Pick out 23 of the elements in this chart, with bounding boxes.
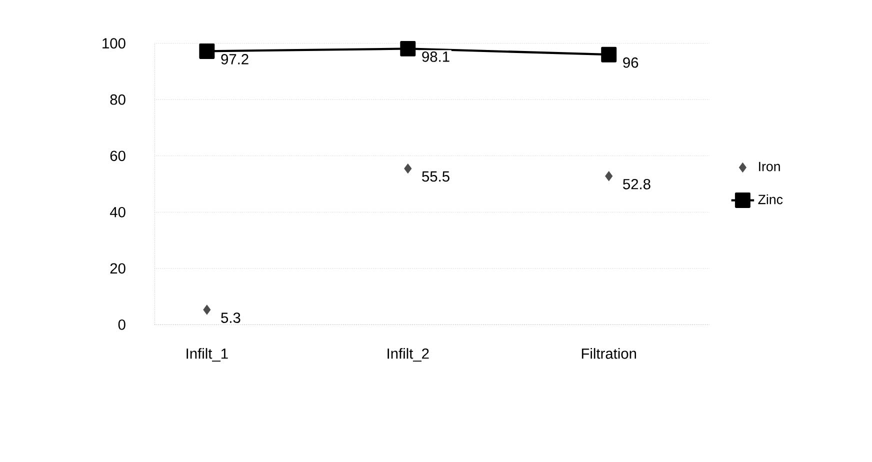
x-tick-label: Filtration bbox=[582, 348, 636, 359]
point bbox=[203, 304, 211, 315]
y-tick-label: 0 bbox=[118, 319, 126, 330]
y-tick-label: 80 bbox=[110, 94, 126, 105]
point bbox=[199, 43, 215, 59]
data-label: 97.2 bbox=[221, 54, 248, 64]
x-tick-label: Infilt_1 bbox=[186, 348, 228, 362]
legend-label: Iron bbox=[759, 162, 780, 172]
data-label: 96 bbox=[623, 57, 638, 68]
point bbox=[601, 46, 617, 62]
data-label: 98.1 bbox=[422, 52, 450, 62]
y-tick-label: 40 bbox=[110, 206, 126, 218]
legend-label: Zinc bbox=[758, 194, 783, 204]
y-tick-label: 60 bbox=[110, 150, 126, 162]
y-tick-label: 20 bbox=[110, 263, 126, 274]
data-label: 5.3 bbox=[221, 312, 240, 323]
data-label: 52.8 bbox=[623, 178, 650, 190]
data-label: 55.5 bbox=[422, 171, 450, 182]
y-tick-label: 100 bbox=[102, 38, 126, 49]
point bbox=[404, 164, 412, 174]
point bbox=[605, 171, 613, 182]
point bbox=[400, 40, 416, 56]
x-tick-label: Infilt_2 bbox=[388, 348, 429, 362]
